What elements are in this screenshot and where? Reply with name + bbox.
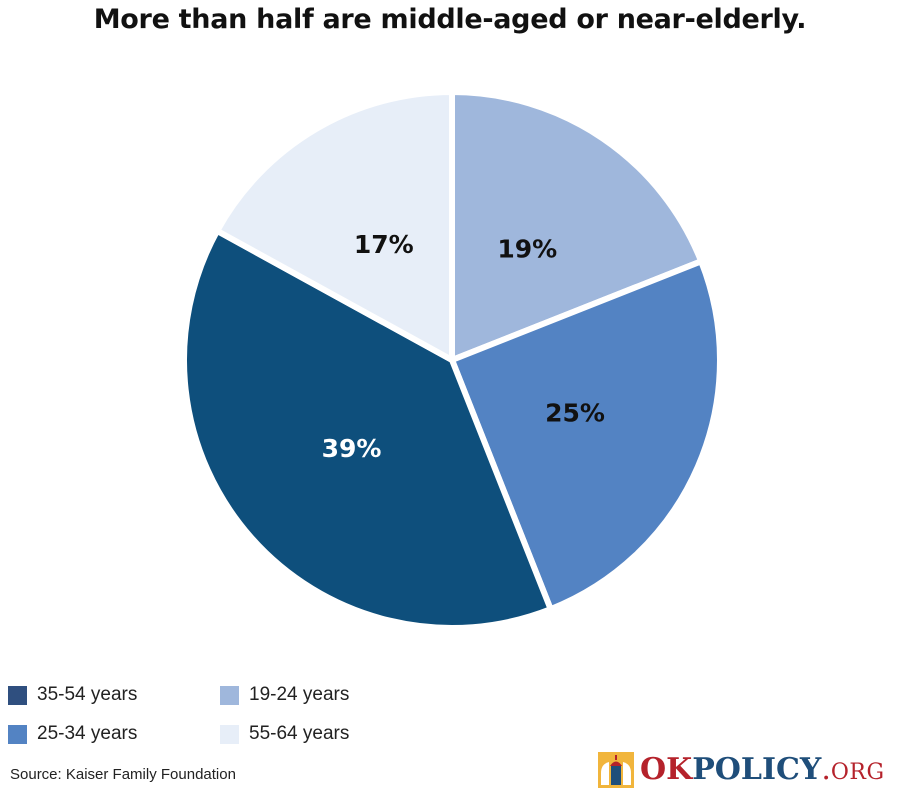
legend-swatch xyxy=(220,724,239,744)
capitol-dome-icon xyxy=(598,752,634,788)
legend-item-19-24: 19-24 years xyxy=(220,684,349,706)
legend-swatch xyxy=(220,685,239,705)
legend-swatch xyxy=(8,724,27,744)
chart-title: More than half are middle-aged or near-e… xyxy=(93,4,807,35)
pie-labels: 19% 25% 39% 17% xyxy=(322,230,605,463)
legend-label: 35-54 years xyxy=(37,684,138,705)
okpolicy-logo: OK POLICY . ORG xyxy=(598,750,894,790)
logo-policy-text: POLICY xyxy=(692,752,822,787)
logo-org-text: ORG xyxy=(830,760,885,785)
pie-slices xyxy=(181,89,723,631)
pie-data-label: 17% xyxy=(354,230,414,259)
pie-slice-19-24-years xyxy=(449,89,705,363)
pie-slice-55-64-years xyxy=(214,89,455,363)
source-note: Source: Kaiser Family Foundation xyxy=(10,766,236,783)
pie-data-label: 39% xyxy=(322,434,382,463)
legend-label: 25-34 years xyxy=(37,723,138,744)
pie-slice-35-54-years xyxy=(181,227,554,631)
pie-data-label: 25% xyxy=(545,399,605,428)
legend-item-35-54: 35-54 years xyxy=(8,684,137,706)
logo-ok-text: OK xyxy=(640,752,693,787)
legend-item-55-64: 55-64 years xyxy=(220,723,349,745)
legend-swatch xyxy=(8,685,27,705)
logo-dot-text: . xyxy=(821,752,831,787)
legend-label: 55-64 years xyxy=(249,723,350,744)
logo-wordmark: OK POLICY . ORG xyxy=(640,755,885,785)
pie-data-label: 19% xyxy=(497,235,557,264)
legend-label: 19-24 years xyxy=(249,684,350,705)
legend-item-25-34: 25-34 years xyxy=(8,723,137,745)
